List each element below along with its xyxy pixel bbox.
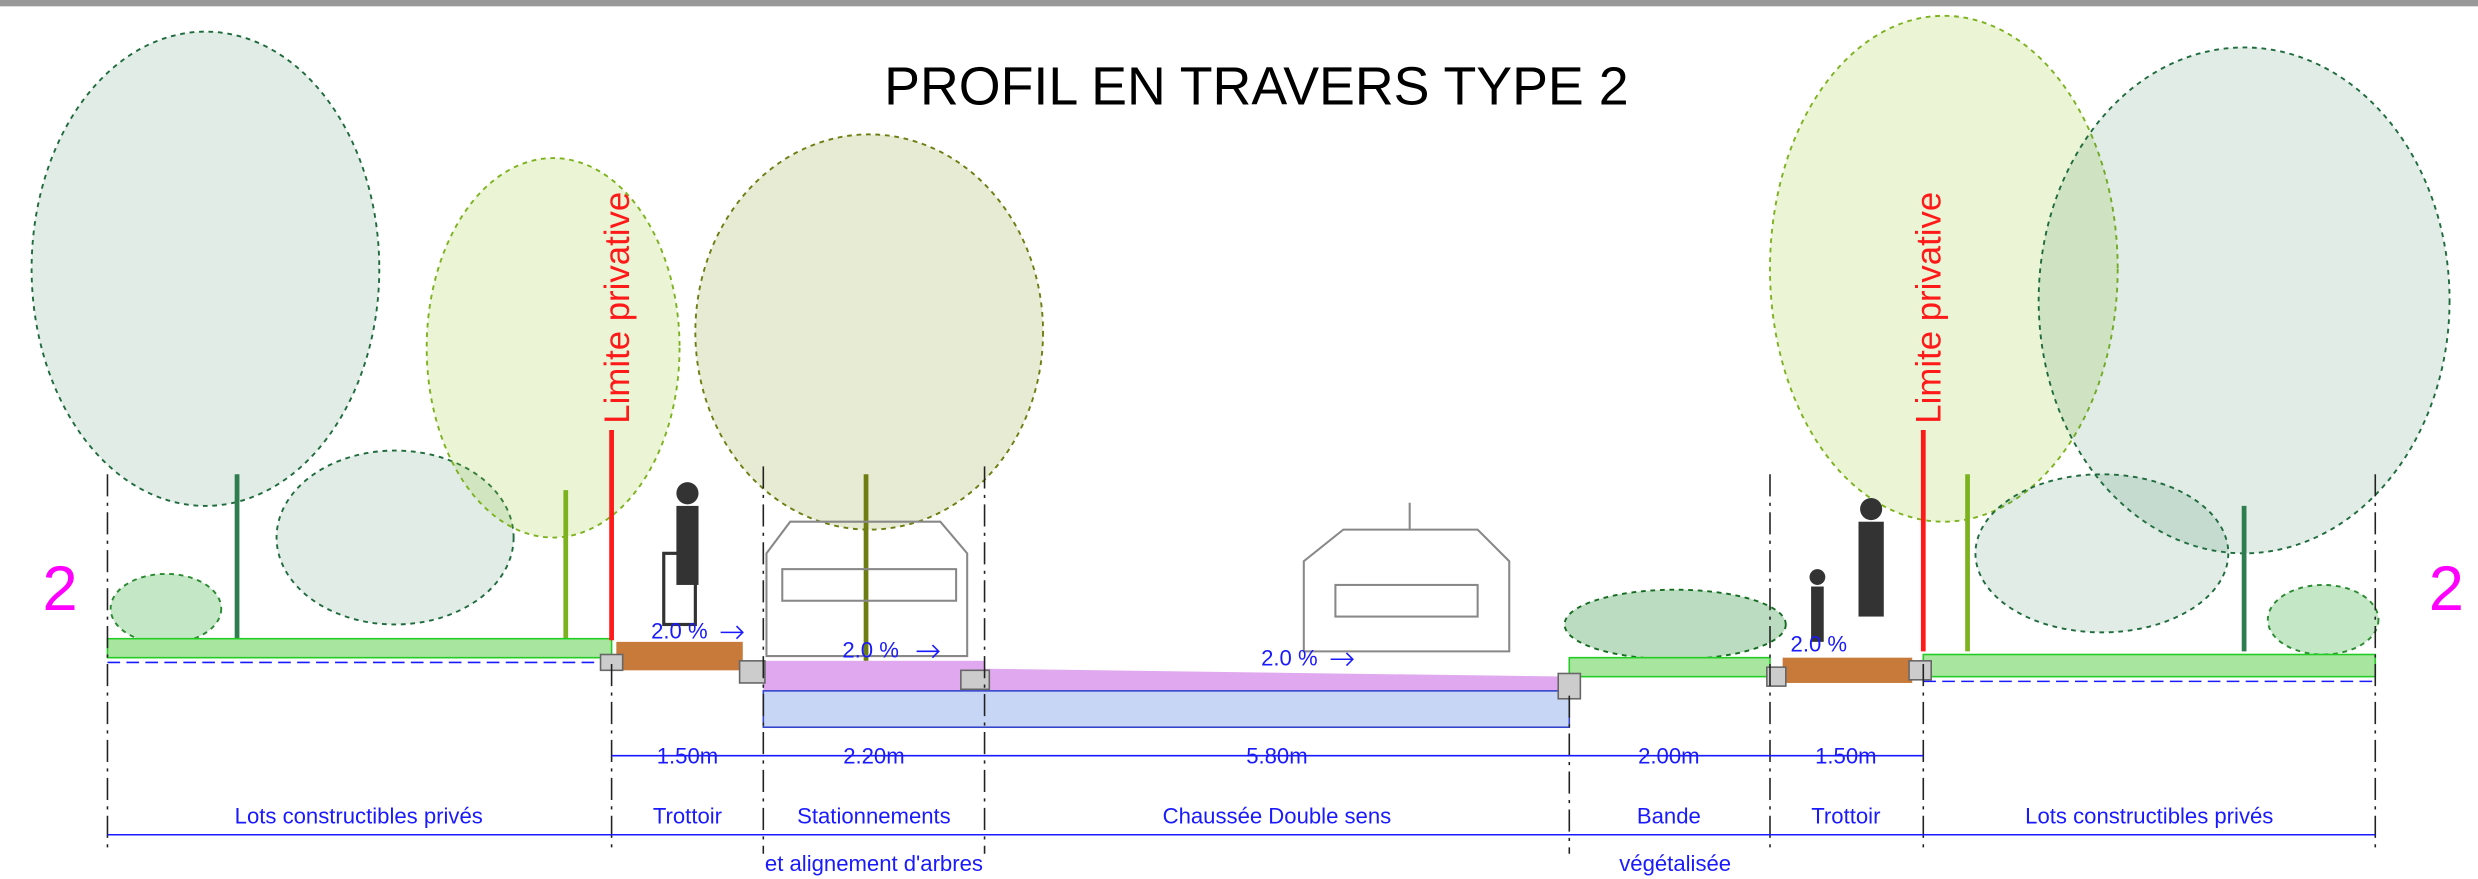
page: PROFIL EN TRAVERS TYPE 2 2 2 Limite priv… [0, 0, 2478, 879]
zone-label: Bande [1637, 804, 1701, 829]
dimensions: 1.50m 2.20m 5.80m 2.00m 1.50m Lots const… [107, 744, 2375, 877]
zone-label: Lots constructibles privés [235, 804, 483, 829]
ground [107, 639, 2375, 728]
slope-label: 2.0 % [651, 619, 708, 644]
top-bar [0, 0, 2478, 6]
section-mark: 2 [42, 554, 77, 624]
zone-sublabel: et alignement d'arbres [765, 851, 983, 876]
title: PROFIL EN TRAVERS TYPE 2 [884, 56, 1628, 116]
slope-label: 2.0 % [1261, 646, 1318, 671]
drawing: PROFIL EN TRAVERS TYPE 2 2 2 Limite priv… [0, 0, 2478, 879]
dimension-label: 2.20m [843, 744, 904, 769]
slope-label: 2.0 % [842, 638, 899, 663]
dimension-label: 1.50m [657, 744, 718, 769]
zone-label: Lots constructibles privés [2025, 804, 2273, 829]
property-label: Limite privative [599, 192, 637, 424]
property-label: Limite privative [1911, 192, 1949, 424]
dimension-label: 1.50m [1815, 744, 1876, 769]
dimension-label: 5.80m [1246, 744, 1307, 769]
zone-sublabel: végétalisée [1619, 851, 1731, 876]
zone-label: Trottoir [1811, 804, 1880, 829]
zone-label: Stationnements [797, 804, 951, 829]
dimension-label: 2.00m [1638, 744, 1699, 769]
zone-label: Chaussée Double sens [1163, 804, 1392, 829]
section-mark: 2 [2429, 554, 2464, 624]
slope-label: 2.0 % [1791, 631, 1848, 656]
zone-label: Trottoir [653, 804, 722, 829]
